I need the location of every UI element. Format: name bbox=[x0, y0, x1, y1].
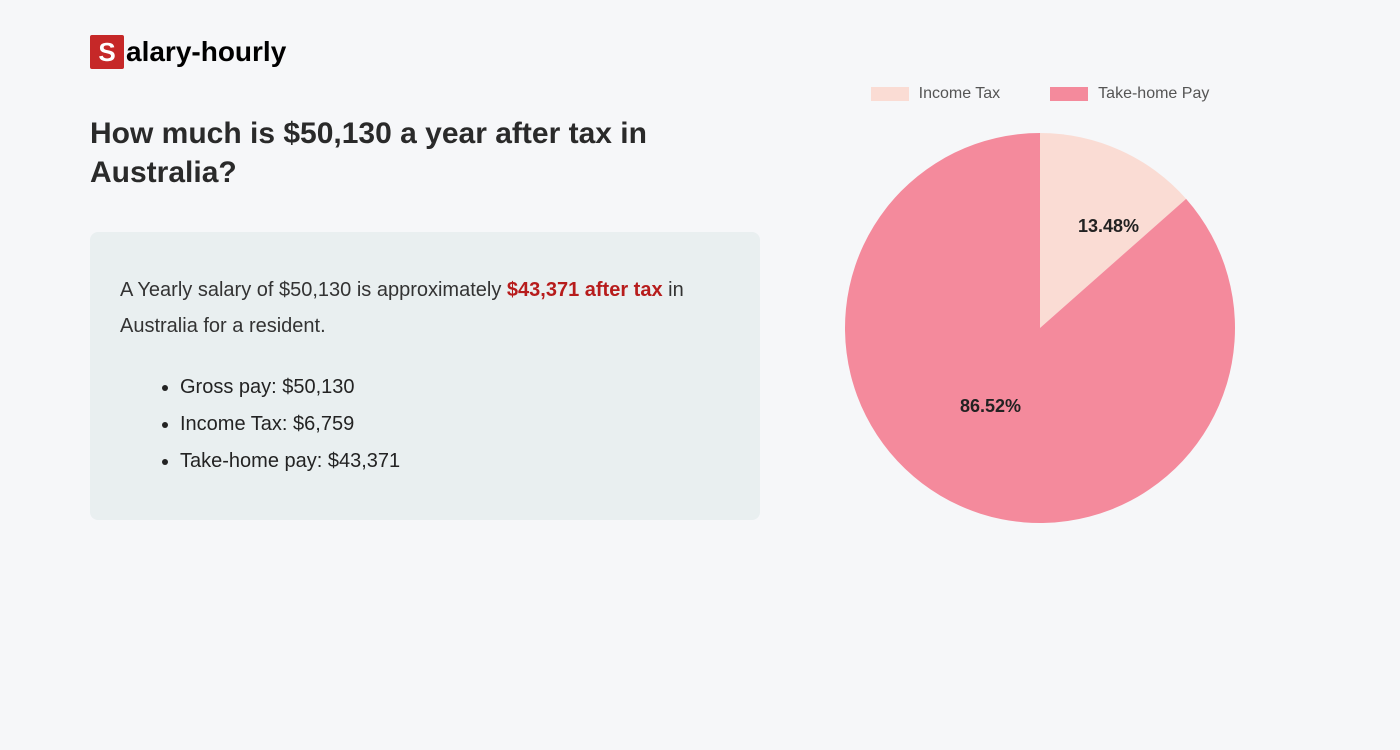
pie-label-income-tax: 13.48% bbox=[1078, 216, 1139, 237]
page-title: How much is $50,130 a year after tax in … bbox=[90, 114, 760, 192]
summary-prefix: A Yearly salary of $50,130 is approximat… bbox=[120, 279, 507, 301]
list-item: Gross pay: $50,130 bbox=[180, 369, 730, 406]
legend-label: Take-home Pay bbox=[1098, 85, 1209, 103]
pie-label-take-home: 86.52% bbox=[960, 396, 1021, 417]
summary-box: A Yearly salary of $50,130 is approximat… bbox=[90, 232, 760, 520]
legend-item-take-home: Take-home Pay bbox=[1050, 85, 1209, 103]
legend-swatch bbox=[871, 87, 909, 101]
legend-label: Income Tax bbox=[919, 85, 1001, 103]
legend-item-income-tax: Income Tax bbox=[871, 85, 1001, 103]
pie-chart: 13.48% 86.52% bbox=[830, 118, 1250, 538]
summary-highlight: $43,371 after tax bbox=[507, 279, 663, 301]
logo-text: alary-hourly bbox=[126, 36, 286, 68]
list-item: Take-home pay: $43,371 bbox=[180, 443, 730, 480]
site-logo: Salary-hourly bbox=[90, 35, 760, 69]
pie-svg bbox=[830, 118, 1250, 538]
summary-list: Gross pay: $50,130 Income Tax: $6,759 Ta… bbox=[120, 369, 730, 480]
legend-swatch bbox=[1050, 87, 1088, 101]
list-item: Income Tax: $6,759 bbox=[180, 406, 730, 443]
chart-legend: Income Tax Take-home Pay bbox=[820, 85, 1260, 103]
summary-text: A Yearly salary of $50,130 is approximat… bbox=[120, 272, 730, 344]
logo-icon: S bbox=[90, 35, 124, 69]
